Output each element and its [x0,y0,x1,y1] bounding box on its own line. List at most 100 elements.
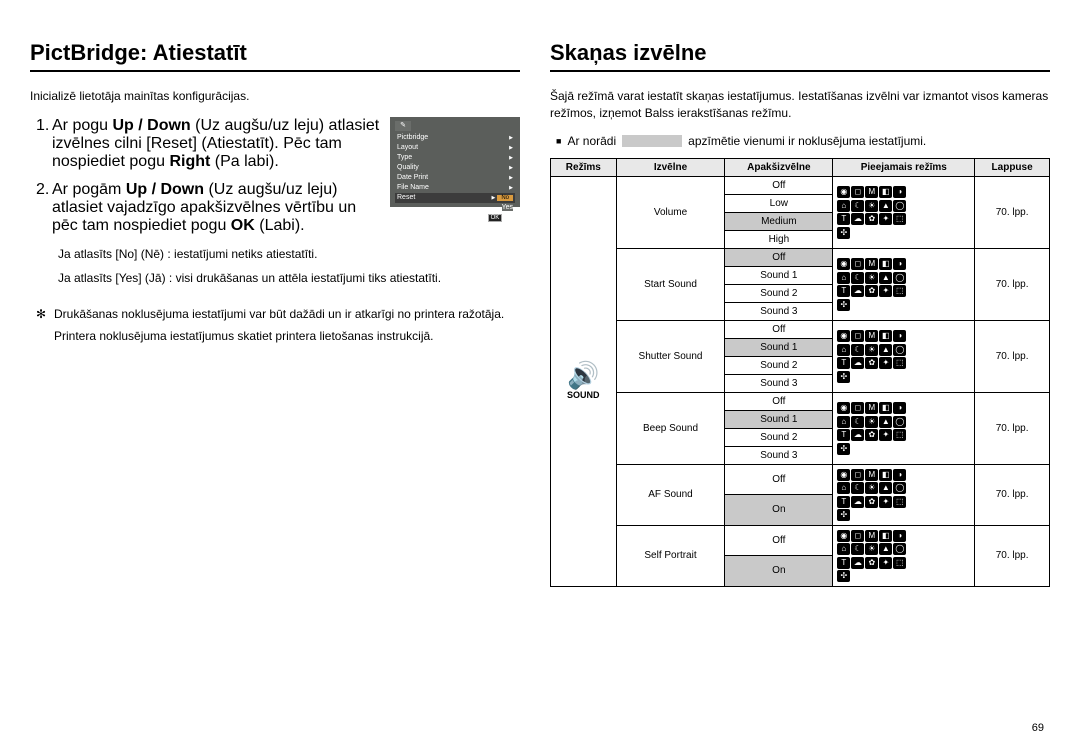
mode-icon: ◉ [837,469,850,481]
bullet-icon: ■ [556,136,561,146]
table-row: Start SoundOff◉◻M◧◑⌂☾☀▲◯T☁✿✦⬚✣70. lpp. [551,248,1050,266]
submenu-cell: On [725,556,833,587]
mode-icon: ◑ [893,258,906,270]
submenu-cell: Medium [725,212,833,230]
mode-icon: ✣ [837,371,850,383]
table-row: 🔊SOUNDVolumeOff◉◻M◧◑⌂☾☀▲◯T☁✿✦⬚✣70. lpp. [551,176,1050,194]
menu-cell: Beep Sound [616,392,725,464]
mode-icon: ◻ [851,469,864,481]
page-cell: 70. lpp. [975,464,1050,525]
mode-icon: ☁ [851,496,864,508]
mode-icon: ☾ [851,416,864,428]
th-page: Lappuse [975,158,1050,176]
menu-row: Quality▶ [395,163,515,173]
available-modes-cell: ◉◻M◧◑⌂☾☀▲◯T☁✿✦⬚✣ [833,464,975,525]
mode-icon: ✦ [879,213,892,225]
mode-icon: ◑ [893,402,906,414]
step-num-1: 1. [30,117,52,171]
submenu-cell: Sound 1 [725,410,833,428]
submenu-cell: Low [725,194,833,212]
intro-left: Inicializē lietotāja mainītas konfigurāc… [30,88,520,105]
mode-icon: ◯ [893,200,906,212]
mode-icon: ☀ [865,482,878,494]
mode-icon: ☾ [851,344,864,356]
mode-icon: ◧ [879,469,892,481]
submenu-cell: Sound 3 [725,374,833,392]
th-menu: Izvēlne [616,158,725,176]
submenu-cell: High [725,230,833,248]
mode-icon: ✿ [865,496,878,508]
mode-icon: ✣ [837,570,850,582]
menu-cell: Volume [616,176,725,248]
mode-icon: ▲ [879,344,892,356]
mode-icon: M [865,258,878,270]
mode-icon: ⌂ [837,543,850,555]
th-submenu: Apakšizvēlne [725,158,833,176]
available-modes-cell: ◉◻M◧◑⌂☾☀▲◯T☁✿✦⬚✣ [833,320,975,392]
mode-icon: ✣ [837,227,850,239]
mode-icon: M [865,530,878,542]
mode-icon: ☾ [851,543,864,555]
mode-icon: ◑ [893,330,906,342]
mode-icon: ◻ [851,186,864,198]
yes-line: Ja atlasīts [Yes] (Jā) : visi drukāšanas… [58,269,520,287]
menu-cell: Shutter Sound [616,320,725,392]
available-modes-cell: ◉◻M◧◑⌂☾☀▲◯T☁✿✦⬚✣ [833,392,975,464]
submenu-cell: Off [725,176,833,194]
mode-icon: T [837,429,850,441]
menu-row: File Name▶ [395,183,515,193]
menu-cell: AF Sound [616,464,725,525]
mode-icon: ☾ [851,200,864,212]
sound-icon: 🔊 [567,362,599,388]
step-body-1: Ar pogu Up / Down (Uz augšu/uz leju) atl… [52,117,382,171]
intro-right: Šajā režīmā varat iestatīt skaņas iestat… [550,88,1050,122]
mode-icon: M [865,469,878,481]
submenu-cell: Sound 3 [725,302,833,320]
heading-pictbridge: PictBridge: Atiestatīt [30,40,520,72]
mode-icon: ☀ [865,543,878,555]
submenu-cell: Off [725,525,833,556]
mode-icon: M [865,402,878,414]
mode-icon: ◑ [893,186,906,198]
mode-icon: ☁ [851,429,864,441]
submenu-cell: Sound 1 [725,266,833,284]
mode-icon: ☁ [851,557,864,569]
mode-icon: ◯ [893,416,906,428]
page-cell: 70. lpp. [975,320,1050,392]
submenu-cell: Off [725,248,833,266]
mode-icon: ◻ [851,402,864,414]
mode-icon: ⌂ [837,200,850,212]
submenu-cell: Sound 2 [725,284,833,302]
table-row: Shutter SoundOff◉◻M◧◑⌂☾☀▲◯T☁✿✦⬚✣70. lpp. [551,320,1050,338]
mode-icon: T [837,213,850,225]
mode-icon: ◉ [837,402,850,414]
mode-icon: ☀ [865,272,878,284]
page-cell: 70. lpp. [975,248,1050,320]
submenu-cell: Off [725,392,833,410]
submenu-cell: Sound 2 [725,356,833,374]
mode-icon: ⬚ [893,557,906,569]
mode-icon: ▲ [879,200,892,212]
note-block: ✻Drukāšanas noklusējuma iestatījumi var … [30,305,520,345]
step-1: 1. Ar pogu Up / Down (Uz augšu/uz leju) … [30,117,382,171]
note-symbol: ✻ [36,305,54,323]
mode-icon: ✣ [837,299,850,311]
mode-icon: ◧ [879,186,892,198]
mode-icon: ⬚ [893,429,906,441]
mode-icon: ◉ [837,258,850,270]
mode-icon: ☾ [851,482,864,494]
mode-icon: ◧ [879,530,892,542]
mode-icon: ✦ [879,496,892,508]
table-row: Self PortraitOff◉◻M◧◑⌂☾☀▲◯T☁✿✦⬚✣70. lpp. [551,525,1050,556]
step-body-2: Ar pogām Up / Down (Uz augšu/uz leju) at… [52,181,382,235]
mode-icon: ✦ [879,357,892,369]
submenu-cell: Sound 3 [725,446,833,464]
page-number: 69 [1032,722,1044,734]
mode-icon: ⌂ [837,482,850,494]
mode-icon: ◯ [893,272,906,284]
th-avail: Pieejamais režīms [833,158,975,176]
mode-icon: ☀ [865,200,878,212]
mode-icon: ✦ [879,557,892,569]
mode-icon: ☁ [851,357,864,369]
mode-icon: ☀ [865,416,878,428]
